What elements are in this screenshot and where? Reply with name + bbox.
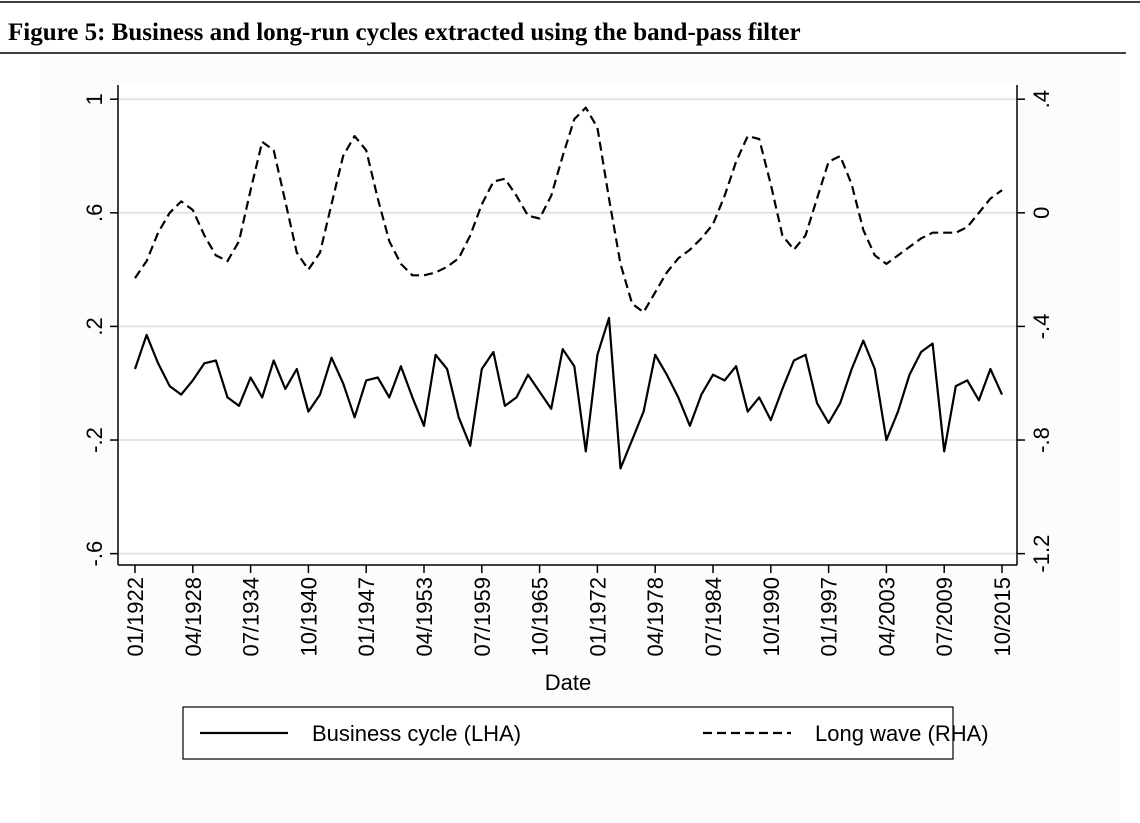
y-tick-label: -.6 [82,541,107,567]
legend-label: Business cycle (LHA) [312,721,521,746]
x-tick-label: 01/1997 [817,577,842,657]
x-tick-label: 10/1965 [528,577,553,657]
y2-tick-label: -.4 [1029,314,1054,340]
x-tick-label: 04/1978 [643,577,668,657]
figure-title: Figure 5: Business and long-run cycles e… [8,19,801,46]
y2-tick-label: .4 [1029,90,1054,108]
x-tick-label: 10/2015 [990,577,1015,657]
y2-tick-label: -1.2 [1029,535,1054,573]
legend-entries: Business cycle (LHA) Long wave (RHA) [200,721,989,746]
y-tick-label: 1 [82,93,107,105]
series-line [134,106,1003,314]
series-line [133,316,1004,470]
y2-tick-label: 0 [1029,207,1054,219]
y-tick-label: -.2 [82,427,107,453]
axes: -.6 -.2 .2 .6 1 -1.2 -.8 -.4 0 .4 01/1922 04/1928 07… [82,85,1054,657]
y-tick-label: .6 [82,204,107,222]
x-tick-label: 04/2003 [874,577,899,657]
x-tick-label: 07/2009 [932,577,957,657]
x-tick-label: 04/1928 [181,577,206,657]
x-tick-label: 10/1990 [759,577,784,657]
x-tick-label: 01/1947 [354,577,379,657]
y2-tick-label: -.8 [1029,427,1054,453]
x-tick-label: 04/1953 [412,577,437,657]
x-tick-label: 07/1934 [239,577,264,657]
legend-label: Long wave (RHA) [815,721,989,746]
x-tick-label: 07/1959 [470,577,495,657]
plot-area [118,85,1017,565]
legend [182,706,954,760]
x-tick-label: 07/1984 [701,577,726,657]
grid [118,98,1017,555]
x-tick-label: 10/1940 [296,577,321,657]
x-tick-label: 01/1922 [123,577,148,657]
y-tick-label: .2 [82,317,107,335]
lines [133,106,1004,470]
x-axis-label: Date [545,670,591,695]
x-tick-label: 01/1972 [585,577,610,657]
